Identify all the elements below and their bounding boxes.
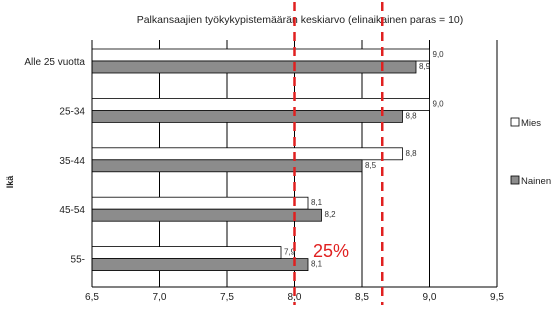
tick-labels: 6,5 7,0 7,5 8,0 8,5 9,0 9,5 <box>85 292 504 303</box>
x-tick-label: 6,5 <box>85 292 99 303</box>
value-label: 7,9 <box>284 248 296 257</box>
bar-mies <box>91 246 282 260</box>
legend-swatch-nainen <box>510 175 520 185</box>
value-label: 8,2 <box>325 210 337 219</box>
category-labels: Alle 25 vuotta 25-34 35-44 45-54 55- <box>24 57 85 266</box>
reference-lines <box>293 2 384 305</box>
legend: Mies Nainen <box>510 117 551 187</box>
bar-mies <box>91 147 403 161</box>
legend-swatch-mies <box>510 117 520 127</box>
bar-nainen <box>91 258 309 272</box>
bar-mies <box>91 48 430 62</box>
bar-nainen <box>91 208 322 222</box>
x-tick-label: 8,5 <box>355 292 369 303</box>
category-label: 45-54 <box>59 205 85 216</box>
bar-nainen <box>91 159 363 173</box>
value-label: 8,8 <box>406 111 418 120</box>
category-label: Alle 25 vuotta <box>24 57 85 68</box>
value-label: 8,1 <box>311 198 323 207</box>
value-label: 8,1 <box>311 260 323 269</box>
category-label: 35-44 <box>59 156 85 167</box>
value-label: 8,5 <box>365 161 377 170</box>
x-tick-label: 7,5 <box>220 292 234 303</box>
value-labels: 9,08,99,08,88,88,58,18,27,98,1 <box>284 50 444 269</box>
bar-mies <box>91 196 309 210</box>
value-label: 8,9 <box>419 62 431 71</box>
value-label: 9,0 <box>433 99 445 108</box>
x-tick-label: 8,0 <box>288 292 302 303</box>
y-axis-label: Ikä <box>5 175 15 189</box>
x-tick-label: 9,5 <box>490 292 504 303</box>
category-label: 55- <box>71 255 85 266</box>
bar-mies <box>91 98 430 111</box>
x-tick-label: 9,0 <box>423 292 437 303</box>
bar-nainen <box>91 60 417 74</box>
category-label: 25-34 <box>59 106 85 117</box>
legend-label: Mies <box>521 118 541 129</box>
legend-label: Nainen <box>521 176 551 187</box>
bars <box>91 48 430 272</box>
x-tick-label: 7,0 <box>153 292 167 303</box>
value-label: 8,8 <box>406 149 418 158</box>
value-label: 9,0 <box>433 50 445 59</box>
annotation-text: 25% <box>313 241 349 261</box>
chart-title: Palkansaajien työkykypistemäärän keskiar… <box>137 14 464 26</box>
bar-nainen <box>91 110 403 123</box>
